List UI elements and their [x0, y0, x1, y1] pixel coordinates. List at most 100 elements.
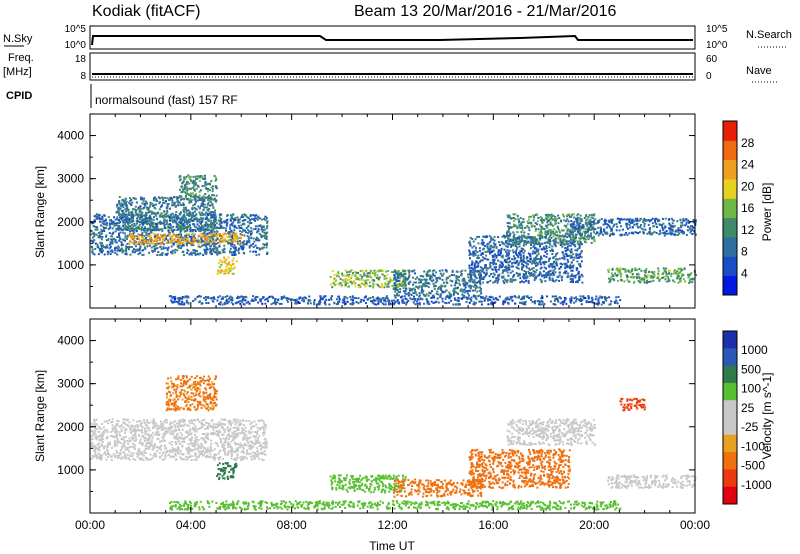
power-cell-r3	[204, 193, 207, 195]
power-cell-r0	[152, 218, 155, 221]
power-cell-r2	[200, 218, 203, 220]
power-cell-r7	[506, 279, 509, 282]
power-cell-r2	[149, 214, 152, 217]
power-cell-r5	[341, 274, 344, 277]
power-cell-r0	[92, 252, 95, 255]
power-cell-r6	[402, 280, 405, 283]
power-cell-r7	[521, 266, 523, 269]
power-cell-r10	[677, 272, 680, 274]
power-cell-r2	[200, 202, 203, 205]
power-cell-r7	[569, 266, 572, 269]
power-cell-r11	[351, 296, 354, 299]
power-cell-r6	[463, 291, 466, 294]
power-cell-r11	[524, 303, 527, 306]
power-cell-r0	[133, 242, 136, 245]
power-cell-r10	[653, 275, 656, 278]
power-cell-r1	[221, 235, 224, 238]
power-cell-r9	[604, 232, 607, 235]
power-cell-r7	[468, 251, 471, 254]
power-cell-r0	[194, 218, 197, 221]
power-cell-r6	[458, 282, 461, 285]
power-cell-r0	[149, 218, 151, 221]
power-cell-r7	[561, 263, 564, 266]
power-cell-r0	[165, 253, 168, 256]
power-cell-r6	[393, 274, 396, 276]
power-cell-r6	[445, 277, 448, 280]
power-cell-r3	[185, 194, 187, 197]
power-cell-r0	[163, 218, 166, 221]
power-cell-r9	[631, 221, 634, 224]
power-cell-r1	[220, 235, 223, 238]
power-cell-r0	[209, 247, 212, 250]
power-cell-r2	[119, 220, 122, 223]
power-cell-r9	[612, 225, 615, 228]
power-cell-r0	[108, 227, 111, 230]
power-cell-r8	[516, 231, 519, 234]
power-cell-r2	[140, 198, 143, 201]
power-cell-r0	[229, 218, 232, 221]
power-cell-r6	[468, 294, 470, 297]
power-cell-r9	[572, 226, 575, 229]
power-cell-r0	[189, 253, 192, 256]
power-cell-r7	[505, 235, 508, 238]
power-cell-r2	[123, 226, 126, 229]
power-cell-r7	[518, 253, 521, 256]
power-cell-r9	[620, 233, 623, 236]
power-cell-r8	[508, 226, 511, 228]
power-cell-r8	[572, 234, 575, 237]
power-cell-r7	[477, 264, 480, 267]
power-cell-r9	[594, 222, 597, 225]
power-cell-r11	[351, 295, 354, 298]
power-cell-r0	[161, 235, 163, 238]
power-cell-r11	[474, 296, 477, 299]
power-cell-r7	[570, 269, 573, 272]
power-cell-r8	[590, 216, 593, 219]
power-cell-r7	[515, 272, 518, 275]
power-cell-r7	[478, 249, 481, 252]
power-cell-r2	[214, 217, 217, 220]
power-cell-r7	[543, 247, 546, 250]
power-cell-r7	[482, 241, 485, 244]
power-cell-r6	[396, 276, 399, 279]
power-cell-r2	[187, 225, 189, 228]
power-cell-r8	[545, 230, 548, 233]
power-cell-r2	[141, 221, 144, 224]
power-cell-r0	[103, 253, 106, 256]
power-cell-r2	[214, 220, 217, 223]
power-cell-r7	[574, 249, 577, 252]
power-cell-r2	[122, 214, 125, 217]
power-cell-r7	[564, 265, 567, 268]
power-cell-r0	[107, 239, 110, 241]
power-cell-r7	[547, 260, 550, 263]
power-cell-r1	[131, 237, 134, 239]
power-cell-r10	[610, 272, 613, 275]
power-cell-r7	[574, 236, 577, 239]
power-cell-r9	[586, 229, 589, 232]
power-cell-r0	[103, 220, 106, 223]
power-cell-r4	[235, 260, 238, 263]
power-cell-r6	[427, 285, 430, 288]
power-cell-r7	[518, 245, 521, 248]
power-cell-r1	[143, 241, 146, 243]
power-cell-r0	[247, 229, 250, 231]
power-cell-r2	[115, 224, 118, 227]
power-cell-r8	[519, 227, 522, 229]
power-cell-r7	[531, 261, 534, 264]
power-cell-r11	[226, 295, 229, 298]
power-cell-r8	[552, 218, 555, 221]
power-cell-r2	[175, 196, 178, 199]
power-cell-r2	[162, 201, 165, 204]
power-cell-r0	[253, 214, 256, 217]
power-cell-r8	[554, 240, 557, 243]
power-cell-r8	[527, 226, 530, 229]
power-cell-r7	[481, 252, 484, 255]
power-cell-r9	[670, 224, 673, 227]
power-cell-r8	[537, 217, 540, 219]
power-cell-r8	[579, 242, 582, 245]
power-cell-r7	[569, 251, 572, 254]
power-cell-r7	[569, 236, 572, 239]
power-cell-r11	[365, 302, 367, 305]
power-cell-r2	[146, 208, 149, 211]
power-cell-r6	[445, 270, 448, 273]
power-cell-r0	[260, 228, 263, 231]
